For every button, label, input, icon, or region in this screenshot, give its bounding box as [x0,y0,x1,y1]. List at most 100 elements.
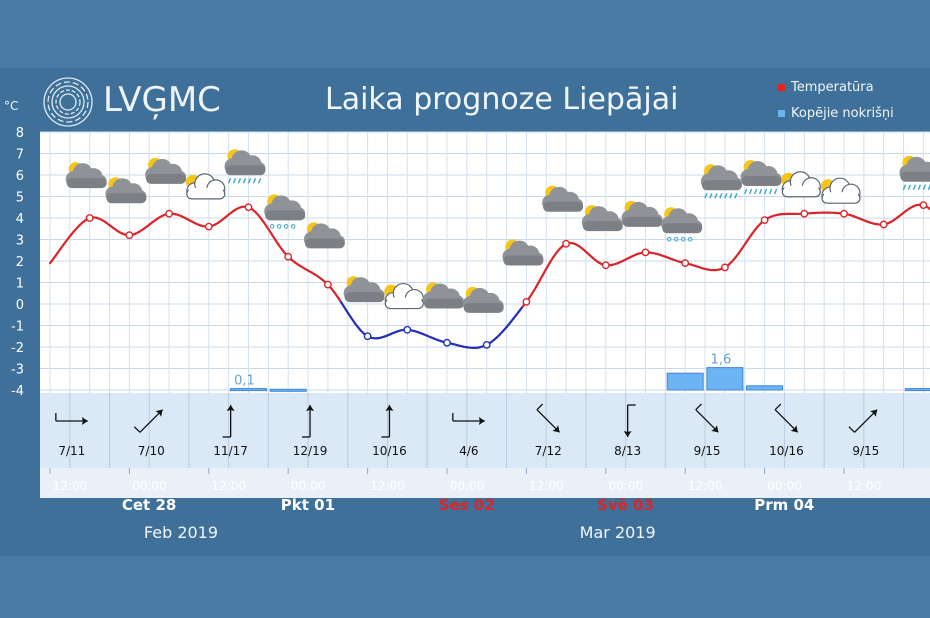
wind-arrow-north-icon [302,405,315,438]
rain-drop [912,184,917,190]
wind-arrow-southwest-icon [695,403,719,433]
sun-cloud-icon [821,177,861,204]
wind-arrow-west-icon [452,413,485,425]
x-tick-label: 00:00 [767,479,802,493]
rain-drop [232,177,237,184]
cloud-shape [542,186,584,212]
x-tick-label: 12:00 [688,479,723,493]
y-tick-label: 2 [16,255,24,270]
wind-arrows: 7/11 7/10 11/17 12/19 10/16 4/6 7/12 8/13 9/15 10… [55,403,879,458]
temperature-point [244,203,253,212]
partly-cloudy-rain-icon [899,155,930,190]
cloud-shape [343,277,385,303]
cloud-shape [661,208,703,234]
wind-speed-label: 9/15 [852,444,879,458]
wind-shaft [139,409,164,433]
day-label: Prm 04 [754,496,815,514]
cloud-fill [824,192,858,202]
rain-drop [743,188,748,195]
y-tick-labels: 8 7 6 5 4 3 2 1 0 -1 -2 -3 -4 [11,126,24,399]
sleet-drop [666,237,672,242]
partly-cloudy-icon [502,239,544,266]
cloud-base [622,216,663,227]
cloud-base [582,221,623,232]
rain-drop [734,193,738,199]
cloud-base [900,171,930,182]
day-label: Cet 28 [121,496,177,514]
x-tick-label: 12:00 [847,479,882,493]
wind-arrow-north-icon [222,405,235,438]
temperature-line-segment [535,279,541,288]
wind-head [552,425,560,433]
cloud-shape [105,178,147,204]
cloud-base [225,165,266,176]
y-tick-label: 4 [16,212,24,227]
sleet-drop [269,224,275,229]
wind-arrow-north-icon [381,405,394,438]
rain-drop [773,188,778,195]
temperature-series [48,201,930,349]
temperature-point [879,220,888,229]
rain-drop [227,177,232,184]
temperature-point [919,201,928,210]
precip-data-labels: 0,11,60,5 [234,353,731,389]
sleet-drop [290,224,296,229]
temperature-point [85,214,94,222]
x-tick-label: 12:00 [529,479,564,493]
y-tick-label: 5 [16,191,24,206]
cloud-shape [700,165,742,191]
wind-head [81,417,88,425]
sleet-drop [687,237,693,242]
legend-temperature: Temperatūra [778,80,874,95]
cloud-shape [224,150,266,176]
page-title: Laika prognoze Liepājai [325,82,679,117]
temperature-point [522,297,531,306]
precipitation-bar [904,388,930,392]
x-tick-label: 12:00 [370,479,405,493]
partly-cloudy-icon [462,286,504,313]
sleet-drop [283,224,289,229]
cloud-base [344,292,385,303]
partly-cloudy-icon [145,157,187,184]
cloud-shape [303,223,345,249]
partly-cloudy-sleet-icon [264,194,306,229]
logo-text: LVĢMC [103,80,221,120]
forecast-chart: 876543210-1-2-3-40,11,60,57/117/1011/171… [11,126,930,498]
wind-feather [848,426,855,433]
wind-arrow-northwest-icon [133,409,164,433]
rain-drop [714,193,718,199]
month-label: Feb 2019 [143,523,219,542]
x-tick-label: 12:00 [53,479,88,493]
cloud-shape [821,177,861,204]
partly-cloudy-icon [581,205,623,232]
day-label: Ses 02 [438,496,495,514]
cloud-base [424,298,464,309]
temperature-point [562,239,570,248]
wind-shaft [854,409,878,433]
rain-drop [758,188,763,195]
cloud-shape [621,201,663,227]
partly-cloudy-icon [105,177,147,204]
precipitation-bar [230,388,267,392]
temperature-point [125,231,134,240]
logo-icon [43,77,93,127]
weather-icons [65,149,930,313]
rain-drop [257,177,262,184]
cloud-base [503,255,544,266]
rain-drop [763,188,768,195]
x-tick-label: 12:00 [212,479,247,493]
cloud-base [66,178,107,189]
wind-speed-label: 7/11 [58,444,85,458]
sun-cloud-icon [781,171,821,198]
cloud-base [701,180,742,191]
rain-drop [902,184,907,190]
wind-arrow-southwest-icon [774,403,799,433]
temperature-point [482,340,491,349]
wind-speed-label: 4/6 [459,444,478,458]
y-tick-label: 0 [16,298,24,313]
sleet-drop [276,224,282,229]
wind-speed-label: 11/17 [213,444,248,458]
cloud-shape [186,173,226,200]
cloud-shape [581,206,623,232]
legend-temperature-label: Temperatūra [791,80,874,95]
